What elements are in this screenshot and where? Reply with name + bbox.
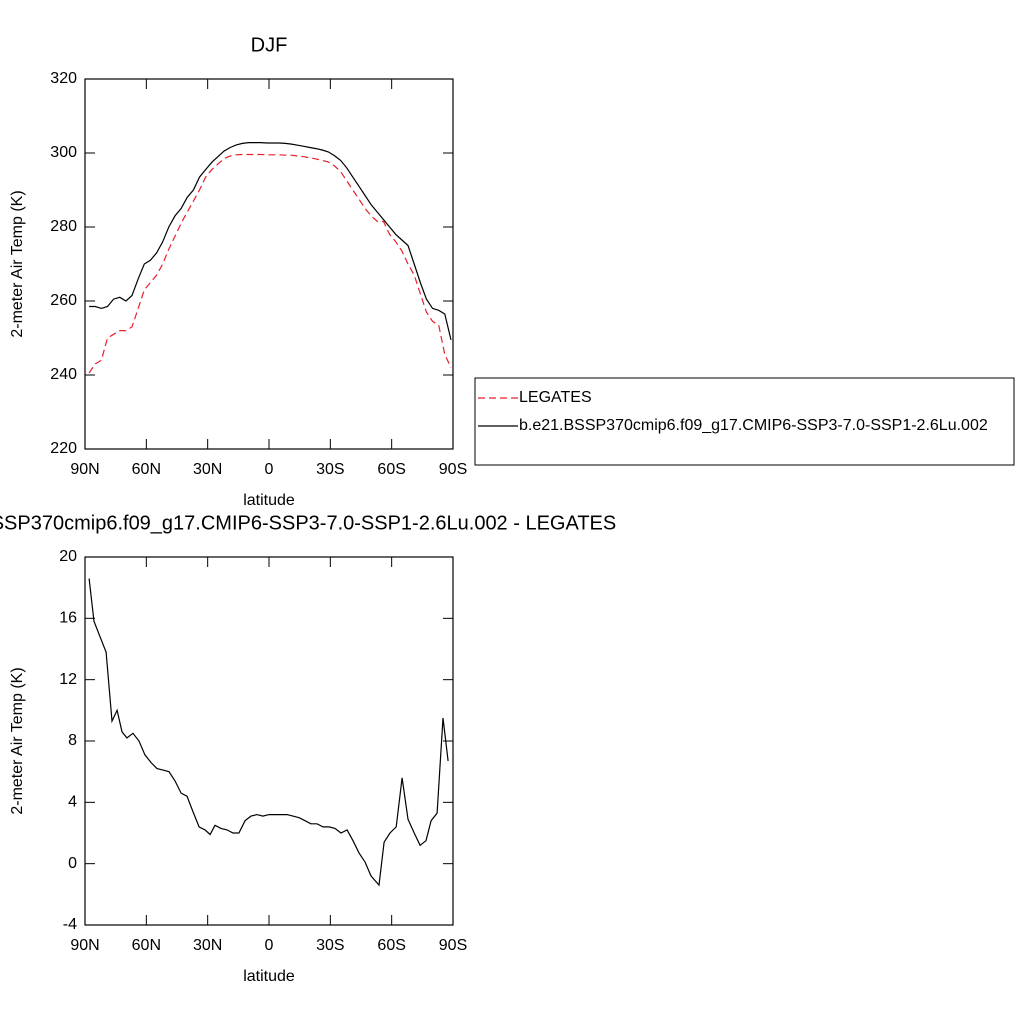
- x-tick-label: 60S: [377, 461, 405, 478]
- y-tick-label: 320: [50, 70, 77, 87]
- plot-frame: [84, 556, 454, 926]
- x-axis-label: latitude: [243, 492, 295, 509]
- x-tick-label: 90S: [439, 461, 467, 478]
- y-tick-label: 16: [59, 610, 77, 627]
- data-line: [89, 142, 452, 341]
- chart-title: b.e21.BSSP370cmip6.f09_g17.CMIP6-SSP3-7.…: [0, 512, 616, 534]
- y-tick-label: 240: [50, 366, 77, 383]
- x-tick-label: 0: [265, 461, 274, 478]
- y-tick-label: 0: [68, 855, 77, 872]
- x-tick-label: 60N: [132, 461, 161, 478]
- legend-box: [474, 377, 1015, 466]
- y-tick-label: 280: [50, 218, 77, 235]
- x-tick-label: 0: [265, 937, 274, 954]
- x-tick-label: 30N: [193, 937, 222, 954]
- y-tick-label: 4: [68, 794, 77, 811]
- x-tick-label: 90S: [439, 937, 467, 954]
- y-tick-label: 8: [68, 732, 77, 749]
- x-tick-label: 30N: [193, 461, 222, 478]
- legend-label: b.e21.BSSP370cmip6.f09_g17.CMIP6-SSP3-7.…: [519, 417, 988, 434]
- data-line: [88, 153, 452, 374]
- x-tick-label: 60N: [132, 937, 161, 954]
- legend-label: LEGATES: [519, 389, 592, 406]
- plot-frame: [84, 78, 454, 450]
- chart-title: DJF: [251, 34, 288, 56]
- x-tick-label: 30S: [316, 937, 344, 954]
- y-tick-label: -4: [63, 916, 77, 933]
- x-axis-label: latitude: [243, 968, 295, 985]
- data-line: [88, 578, 449, 887]
- x-tick-label: 90N: [70, 461, 99, 478]
- x-tick-label: 30S: [316, 461, 344, 478]
- x-tick-label: 60S: [377, 937, 405, 954]
- y-axis-label: 2-meter Air Temp (K): [9, 190, 26, 337]
- y-axis-label: 2-meter Air Temp (K): [9, 667, 26, 814]
- y-tick-label: 20: [59, 548, 77, 565]
- y-tick-label: 220: [50, 440, 77, 457]
- x-tick-label: 90N: [70, 937, 99, 954]
- y-tick-label: 300: [50, 144, 77, 161]
- y-tick-label: 12: [59, 671, 77, 688]
- y-tick-label: 260: [50, 292, 77, 309]
